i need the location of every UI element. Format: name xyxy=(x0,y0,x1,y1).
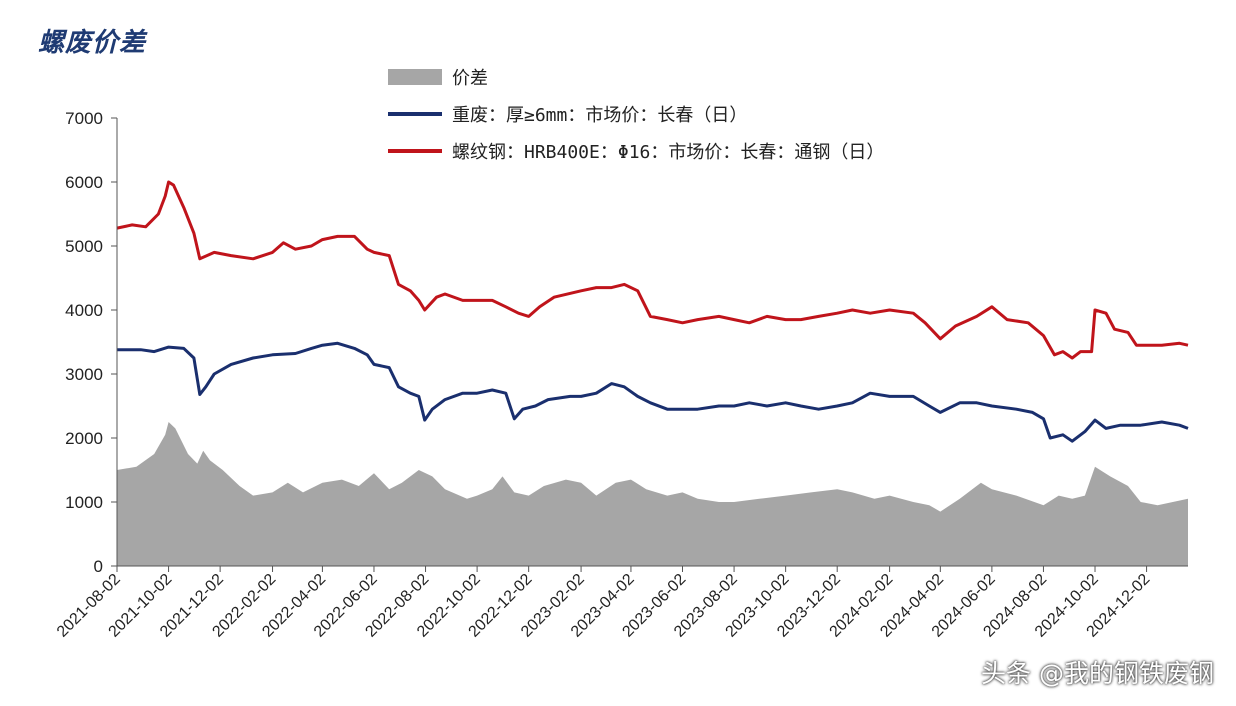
legend-item-spread: 价差 xyxy=(388,58,884,95)
y-tick-label: 7000 xyxy=(65,109,103,128)
series-area-spread xyxy=(117,422,1188,566)
legend-item-scrap: 重废：厚≥6mm：市场价：长春（日） xyxy=(388,95,884,132)
y-tick-label: 4000 xyxy=(65,301,103,320)
legend-swatch-rebar xyxy=(388,148,442,153)
series-line-rebar xyxy=(116,180,1189,360)
legend-swatch-spread xyxy=(388,68,442,85)
chart-title: 螺废价差 xyxy=(38,28,147,58)
y-tick-label: 1000 xyxy=(65,493,103,512)
legend-label-rebar: 螺纹钢：HRB400E：Φ16：市场价：长春：通钢（日） xyxy=(452,141,885,163)
y-tick-label: 5000 xyxy=(65,237,103,256)
series-line-scrap xyxy=(117,341,1189,443)
legend-label-scrap: 重废：厚≥6mm：市场价：长春（日） xyxy=(452,104,748,126)
y-tick-label: 6000 xyxy=(65,173,103,192)
legend-label-spread: 价差 xyxy=(452,67,488,89)
legend-item-rebar: 螺纹钢：HRB400E：Φ16：市场价：长春：通钢（日） xyxy=(388,132,884,169)
legend: 价差 重废：厚≥6mm：市场价：长春（日） 螺纹钢：HRB400E：Φ16：市场… xyxy=(388,58,884,169)
watermark: 头条 @我的钢铁废钢 xyxy=(981,659,1214,688)
y-tick-label: 0 xyxy=(94,557,103,576)
y-tick-label: 2000 xyxy=(65,429,103,448)
y-tick-label: 3000 xyxy=(65,365,103,384)
plot-area xyxy=(116,180,1189,566)
legend-swatch-scrap xyxy=(388,111,442,116)
